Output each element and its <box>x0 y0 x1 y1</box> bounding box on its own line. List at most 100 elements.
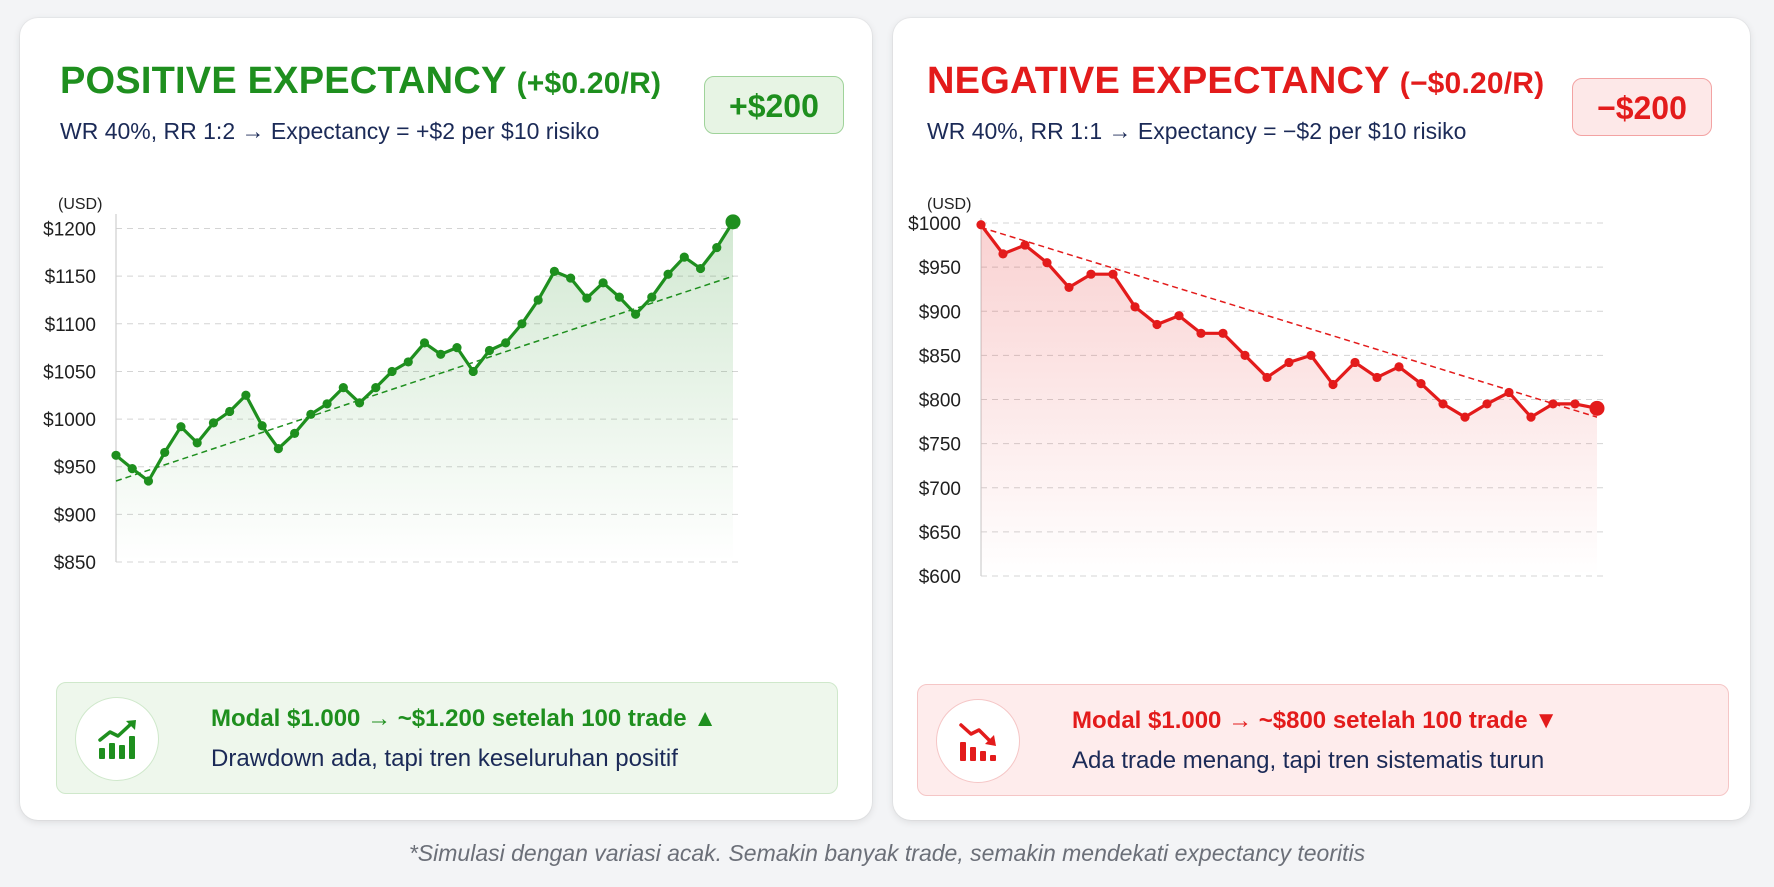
negative-data-point <box>1460 412 1470 422</box>
negative-data-point <box>1570 399 1580 409</box>
positive-y-tick-label: $1200 <box>43 220 96 241</box>
negative-data-point <box>1350 357 1360 368</box>
positive-data-point <box>306 409 316 419</box>
positive-title-text: POSITIVE EXPECTANCY <box>60 60 506 102</box>
negative-data-point <box>1504 387 1514 398</box>
positive-data-point <box>127 464 137 474</box>
negative-y-tick-label: $700 <box>919 479 961 500</box>
positive-data-point <box>663 269 673 279</box>
positive-y-tick-label: $850 <box>54 553 96 574</box>
negative-y-tick-label: $800 <box>919 391 961 412</box>
chart-down-icon <box>959 723 996 761</box>
positive-data-point <box>338 383 348 393</box>
negative-data-point <box>1262 372 1272 383</box>
negative-data-point <box>1064 282 1074 293</box>
positive-data-point <box>695 263 706 274</box>
negative-icon-badge <box>936 699 1020 783</box>
positive-data-point <box>436 349 446 359</box>
positive-data-point <box>468 366 478 377</box>
positive-data-point <box>452 343 462 353</box>
negative-panel-title: NEGATIVE EXPECTANCY (−$0.20/R) <box>927 60 1544 103</box>
negative-data-point <box>1438 399 1448 409</box>
positive-data-point <box>679 252 689 262</box>
positive-subtitle: WR 40%, RR 1:2 → Expectancy = +$2 per $1… <box>60 118 600 144</box>
positive-data-point <box>257 421 267 431</box>
negative-data-point <box>1548 399 1558 409</box>
negative-data-point <box>1526 412 1536 422</box>
positive-y-tick-label: $900 <box>54 505 96 526</box>
positive-data-point <box>647 292 657 302</box>
positive-data-point <box>192 438 202 448</box>
negative-equity-chart: $600 $650 $700 $750 $800 $850 $900 $950 $1000 <box>908 214 1605 588</box>
negative-result-badge: −$200 <box>1572 78 1712 136</box>
negative-y-tick-label: $750 <box>919 435 961 456</box>
negative-data-point <box>976 220 986 230</box>
positive-data-point <box>549 266 559 277</box>
positive-data-point <box>614 292 624 302</box>
negative-data-point <box>1108 269 1118 279</box>
negative-data-point <box>1042 258 1052 268</box>
positive-data-point <box>208 418 219 428</box>
negative-summary-box: Modal $1.000 → ~$800 setelah 100 trade ▼… <box>917 684 1729 796</box>
negative-data-point <box>1130 302 1140 312</box>
positive-data-point <box>241 390 251 400</box>
positive-data-point <box>225 406 235 417</box>
positive-final-point <box>725 214 741 230</box>
negative-data-point <box>1416 379 1426 389</box>
positive-data-point <box>143 476 154 486</box>
positive-y-tick-label: $1100 <box>45 315 96 336</box>
positive-summary-box: Modal $1.000 → ~$1.200 setelah 100 trade… <box>56 682 838 794</box>
positive-data-point <box>387 366 397 377</box>
negative-final-point <box>1589 400 1605 416</box>
negative-data-point <box>998 249 1008 259</box>
positive-result-badge: +$200 <box>704 76 844 134</box>
negative-data-point <box>1328 379 1338 390</box>
positive-data-point <box>273 444 283 454</box>
negative-title-value: (−$0.20/R) <box>1399 67 1545 100</box>
negative-subtitle: WR 40%, RR 1:1 → Expectancy = −$2 per $1… <box>927 118 1467 144</box>
positive-expectancy-panel: POSITIVE EXPECTANCY (+$0.20/R) WR 40%, R… <box>20 18 872 820</box>
positive-data-point <box>176 422 186 432</box>
positive-area-fill <box>116 221 733 562</box>
positive-data-point <box>354 398 365 408</box>
positive-data-point <box>712 242 722 253</box>
positive-icon-badge <box>75 697 159 781</box>
negative-data-point <box>1174 311 1184 321</box>
negative-summary-detail: Ada trade menang, tapi tren sistematis t… <box>1072 747 1545 774</box>
positive-data-point <box>403 357 413 367</box>
negative-title-text: NEGATIVE EXPECTANCY <box>927 60 1389 102</box>
positive-y-tick-label: $1150 <box>45 267 96 288</box>
negative-data-point <box>1218 328 1228 338</box>
positive-summary-detail: Drawdown ada, tapi tren keseluruhan posi… <box>211 745 678 772</box>
negative-data-point <box>1240 350 1250 360</box>
positive-data-point <box>630 309 641 319</box>
negative-y-tick-label: $600 <box>919 567 961 588</box>
negative-expectancy-panel: NEGATIVE EXPECTANCY (−$0.20/R) WR 40%, R… <box>893 18 1750 820</box>
positive-y-tick-label: $1050 <box>43 362 96 383</box>
positive-data-point <box>582 293 592 303</box>
chart-up-icon <box>98 720 136 759</box>
negative-y-tick-label: $850 <box>919 346 961 367</box>
positive-y-tick-label: $1000 <box>43 410 96 431</box>
positive-data-point <box>371 383 381 393</box>
positive-data-point <box>419 338 430 348</box>
negative-data-point <box>1152 319 1162 330</box>
negative-plot-group: $600 $650 $700 $750 $800 $850 $900 $950 $1000 <box>908 214 1605 588</box>
negative-data-point <box>1306 350 1316 360</box>
positive-data-point <box>290 428 300 438</box>
negative-data-point <box>1482 399 1492 409</box>
positive-panel-title: POSITIVE EXPECTANCY (+$0.20/R) <box>60 60 661 103</box>
positive-y-tick-label: $950 <box>54 458 96 479</box>
positive-data-point <box>598 278 608 288</box>
footnote: *Simulasi dengan variasi acak. Semakin b… <box>408 840 1366 866</box>
positive-equity-chart: $850 $900 $950 $1000 $1050 $1100 $1150 $1200 <box>43 214 741 574</box>
positive-data-point <box>517 319 527 329</box>
positive-summary-headline: Modal $1.000 → ~$1.200 setelah 100 trade… <box>211 705 718 732</box>
negative-y-tick-label: $950 <box>919 258 961 279</box>
positive-data-point <box>533 295 543 305</box>
negative-y-tick-label: $650 <box>919 523 961 544</box>
negative-data-point <box>1394 362 1404 372</box>
negative-trend-line <box>980 226 1598 418</box>
negative-summary-headline: Modal $1.000 → ~$800 setelah 100 trade ▼ <box>1072 707 1559 734</box>
negative-y-tick-label: $1000 <box>908 214 961 235</box>
